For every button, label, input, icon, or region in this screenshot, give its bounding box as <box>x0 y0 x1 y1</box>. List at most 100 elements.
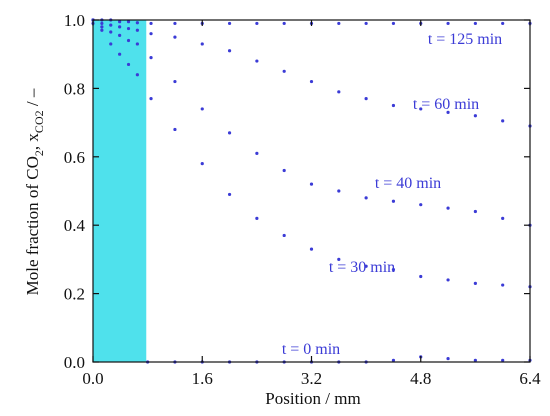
data-point <box>100 28 104 32</box>
data-point <box>282 69 286 73</box>
data-point <box>126 20 131 24</box>
data-point <box>109 23 113 27</box>
data-point <box>135 73 139 77</box>
data-point <box>173 35 177 39</box>
data-point <box>473 209 477 214</box>
data-point <box>282 21 286 26</box>
data-point <box>255 59 259 63</box>
data-point <box>391 268 396 272</box>
data-point <box>446 278 450 282</box>
data-point <box>364 264 368 268</box>
data-point <box>446 110 450 114</box>
data-point <box>364 21 368 26</box>
data-point <box>419 107 423 111</box>
data-point <box>419 274 423 279</box>
plot-frame <box>92 19 531 363</box>
data-point <box>337 21 341 26</box>
data-point <box>446 21 450 26</box>
data-point <box>391 358 396 362</box>
data-point <box>118 20 122 24</box>
data-point <box>227 21 232 26</box>
data-point <box>109 42 113 46</box>
data-point <box>501 21 505 26</box>
y-axis-label-suffix: / – <box>23 88 42 110</box>
data-point <box>391 199 396 203</box>
series-group <box>91 18 532 227</box>
data-point <box>501 358 505 362</box>
data-point <box>135 42 139 46</box>
data-point <box>419 203 423 207</box>
y-axis-label-sub2: CO2 <box>32 110 46 133</box>
y-tick-label: 0.2 <box>64 285 85 304</box>
x-tick-label: 6.4 <box>519 369 541 388</box>
data-point <box>282 168 286 173</box>
data-point <box>126 38 131 43</box>
data-point <box>282 233 286 238</box>
x-axis-ticks: 0.0 1.6 3.2 4.8 6.4 <box>82 20 541 388</box>
x-tick-label: 3.2 <box>301 369 322 388</box>
data-point <box>118 33 122 37</box>
y-axis-label-middle: , x <box>23 133 42 151</box>
x-tick-label: 1.6 <box>192 369 213 388</box>
data-point <box>309 247 314 251</box>
data-point <box>100 25 104 29</box>
y-axis-label: Mole fraction of CO2, xCO2 / – <box>23 88 46 295</box>
data-point <box>227 192 232 197</box>
data-point <box>227 131 232 135</box>
data-point <box>501 119 505 123</box>
data-point <box>309 182 314 186</box>
data-point <box>446 206 450 210</box>
data-point <box>309 79 314 84</box>
series-label: t = 0 min <box>282 341 340 358</box>
x-axis-label: Position / mm <box>265 389 360 408</box>
data-point <box>100 21 104 26</box>
x-tick-label: 4.8 <box>410 369 431 388</box>
y-axis-label-sub1: 2 <box>32 150 46 156</box>
data-point <box>255 216 259 220</box>
data-point <box>446 356 450 361</box>
series-label: t = 125 min <box>428 31 502 48</box>
data-point <box>473 21 477 26</box>
data-point <box>255 21 259 26</box>
data-point <box>227 49 232 53</box>
data-point <box>473 358 477 362</box>
data-point <box>149 32 153 36</box>
y-axis-ticks: 0.0 0.2 0.4 0.6 0.8 1.0 <box>64 11 530 372</box>
data-points-layer <box>91 18 532 364</box>
data-point <box>135 28 139 32</box>
data-point <box>391 103 396 108</box>
data-point <box>364 196 368 200</box>
data-point <box>126 62 131 67</box>
data-point <box>149 97 153 101</box>
y-tick-label: 0.6 <box>64 148 85 167</box>
data-point <box>173 21 177 26</box>
series-label: t = 30 min <box>329 259 395 276</box>
data-point <box>337 90 341 94</box>
data-point <box>149 56 153 60</box>
data-point <box>473 281 477 285</box>
data-point <box>337 257 341 261</box>
y-tick-label: 0.8 <box>64 79 85 98</box>
data-point <box>126 26 131 31</box>
y-tick-label: 0.4 <box>64 216 86 235</box>
shaded-region <box>93 20 147 362</box>
data-point <box>149 21 153 26</box>
plot-border <box>92 19 531 363</box>
x-tick-label: 0.0 <box>82 369 103 388</box>
data-point <box>135 21 139 25</box>
y-tick-label: 1.0 <box>64 11 85 30</box>
series-label: t = 40 min <box>375 175 441 192</box>
data-point <box>118 52 122 56</box>
data-point <box>364 97 368 101</box>
series-labels: t = 125 min t = 60 min t = 40 min t = 30 mi… <box>282 31 502 358</box>
data-point <box>173 79 177 84</box>
y-tick-label: 0.0 <box>64 353 85 372</box>
data-point <box>501 216 505 220</box>
series-label: t = 60 min <box>413 96 479 113</box>
data-point <box>200 42 204 46</box>
data-point <box>200 107 204 111</box>
y-axis-label-prefix: Mole fraction of CO <box>23 156 42 295</box>
data-point <box>109 30 113 34</box>
data-point <box>200 162 204 166</box>
